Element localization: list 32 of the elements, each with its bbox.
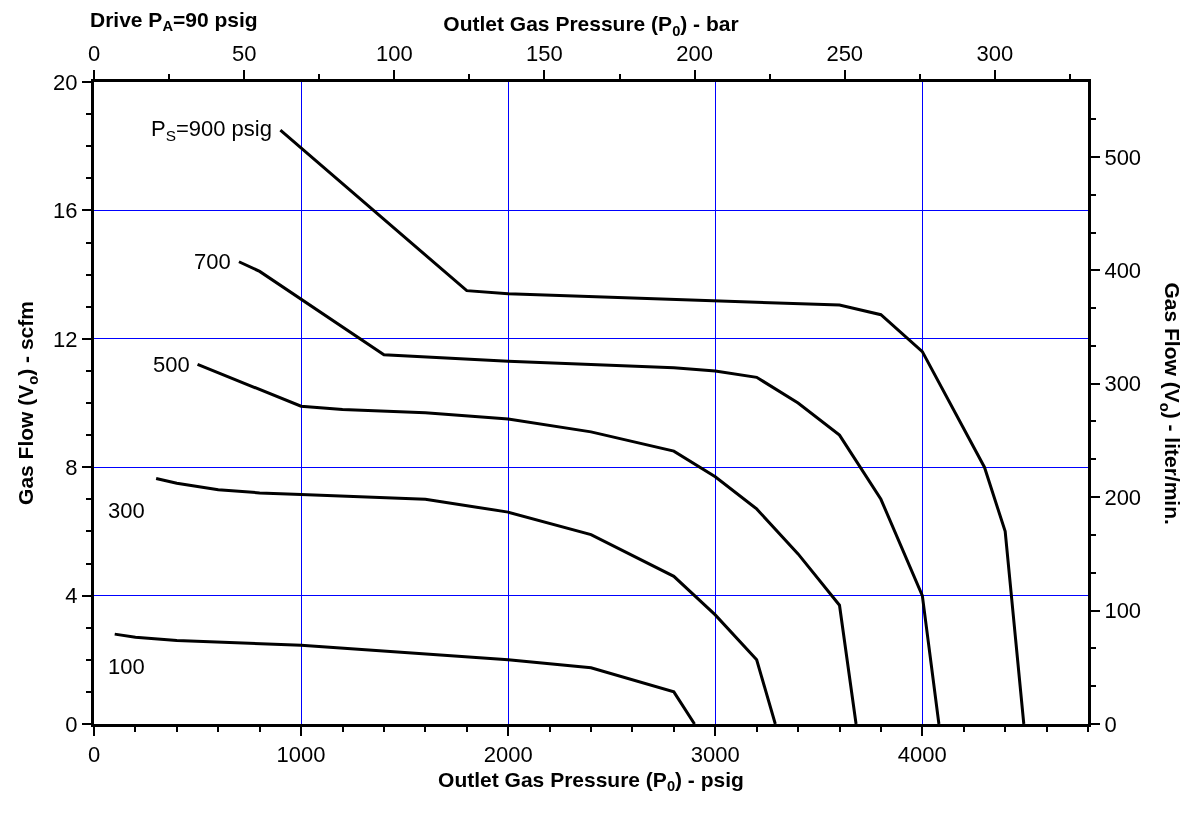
x2-tick-label: 150 — [526, 41, 563, 67]
text: Drive P$_{A}$=90 psig — [90, 8, 258, 35]
y-tick-label: 0 — [65, 711, 78, 737]
y-tick-label: 8 — [65, 454, 78, 480]
y2-tick-label: 300 — [1104, 371, 1142, 397]
y2-tick-label: 0 — [1104, 711, 1117, 737]
series-label: 300 — [108, 498, 145, 523]
y2-tick-label: 500 — [1104, 144, 1142, 170]
y-tick-label: 4 — [65, 583, 78, 609]
y2-tick-label: 400 — [1104, 257, 1142, 283]
series-label: 700 — [194, 249, 231, 274]
y-tick-label: 20 — [53, 69, 78, 95]
x2-tick-label: 0 — [87, 41, 101, 67]
series-label: P$_{S}$=900 psig — [151, 116, 272, 144]
series-label: 100 — [108, 654, 145, 679]
x-tick-label: 4000 — [897, 742, 947, 768]
series-label: 500 — [153, 352, 190, 377]
x2-tick-label: 200 — [676, 41, 713, 67]
x-tick-label: 2000 — [483, 742, 533, 768]
x-tick-label: 3000 — [690, 742, 740, 768]
x2-tick-label: 250 — [826, 41, 864, 67]
y2-tick-label: 200 — [1104, 484, 1142, 510]
x2-axis-title: Outlet Gas Pressure (P$_{0}$) - bar — [443, 12, 739, 39]
x2-tick-label: 50 — [231, 41, 257, 67]
y-tick-label: 12 — [53, 326, 78, 352]
x2-tick-label: 100 — [375, 41, 413, 67]
y-tick-label: 16 — [53, 198, 78, 224]
y2-tick-label: 100 — [1104, 598, 1142, 624]
x-axis-title: Outlet Gas Pressure (P$_{0}$) - psig — [438, 767, 744, 795]
x2-tick-label: 300 — [976, 41, 1014, 67]
x-tick-label: 1000 — [276, 742, 326, 768]
x-tick-label: 0 — [87, 742, 101, 768]
